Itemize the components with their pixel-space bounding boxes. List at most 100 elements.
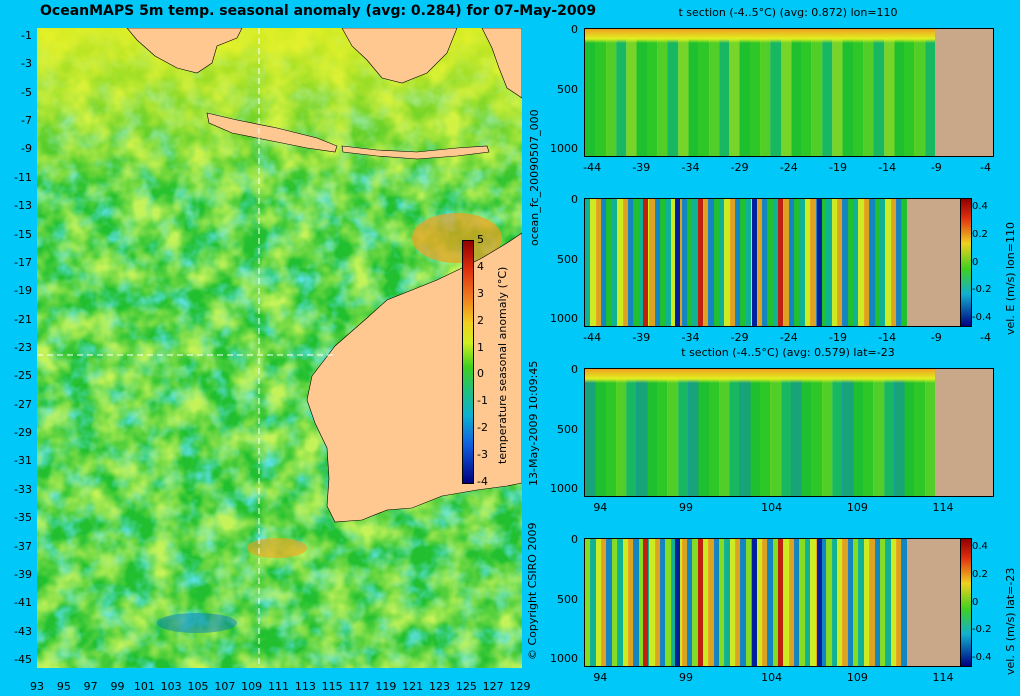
section-stripe (756, 199, 763, 326)
lon-tick-label: 109 (241, 680, 263, 693)
section-stripe (826, 199, 833, 326)
anomaly-map (37, 28, 522, 668)
lat-tick-label: -39 (14, 567, 32, 581)
colorbar-tick-label: -4 (477, 475, 488, 488)
section-x-tick-label: -44 (583, 331, 602, 344)
section-stripe (660, 199, 667, 326)
section-stripe (893, 29, 906, 156)
section-x-tick-label: -44 (583, 161, 602, 174)
lat-tick-label: -31 (14, 454, 32, 468)
section-stripe (895, 539, 903, 666)
section-stripe (820, 199, 828, 326)
section-stripe (801, 369, 813, 496)
depth-tick-label: 0 (571, 193, 578, 206)
section-x-tick-label: 104 (761, 671, 783, 684)
velocity-jet (675, 539, 681, 666)
section-stripe (590, 199, 597, 326)
section-stripe (853, 539, 860, 666)
section-stripe (636, 29, 648, 156)
section-stripe (708, 29, 720, 156)
section-stripe (638, 539, 645, 666)
lon-tick-label: 101 (133, 680, 155, 693)
lat-tick-label: -29 (14, 426, 32, 440)
section-stripe (756, 539, 763, 666)
colorbar-tick-label: 2 (477, 313, 484, 327)
section-stripe (879, 199, 887, 326)
section-stripe (595, 199, 603, 326)
section-stripe (601, 199, 608, 326)
section-stripe (794, 199, 801, 326)
colorbar-tick-label: 0 (477, 367, 484, 381)
depth-tick-label: 500 (557, 82, 578, 96)
section-x-tick-label: 109 (846, 501, 868, 514)
lon-tick-label: 121 (402, 680, 424, 693)
lat-tick-label: -5 (21, 85, 32, 99)
section-stripe (895, 199, 903, 326)
section-x-tick-label: -34 (681, 331, 700, 344)
lat-tick-label: -45 (14, 653, 32, 666)
section-stripe (883, 29, 895, 156)
section-stripe (904, 29, 916, 156)
section-stripe (649, 539, 656, 666)
section-stripe (767, 539, 774, 666)
section-stripe (718, 369, 731, 496)
section-stripe (646, 29, 659, 156)
lat-tick-label: -27 (14, 397, 32, 411)
section-stripe (665, 199, 672, 326)
depth-tick-label: 500 (557, 422, 578, 436)
velocity-jet (778, 539, 783, 666)
lon-tick-label: 103 (160, 680, 182, 693)
section-stripe (885, 539, 892, 666)
section-stripe (702, 539, 710, 666)
map-colorbar-label: temperature seasonal anomaly (°C) (496, 266, 509, 464)
section-stripe (595, 369, 607, 496)
timestamp-label: 13-May-2009 10:09:45 (527, 360, 540, 486)
section-stripe (585, 199, 592, 326)
velocity-colorbar-tick: -0.2 (972, 284, 992, 296)
lon-tick-label: 123 (429, 680, 450, 693)
section-stripe (901, 199, 908, 326)
section-stripe (698, 369, 710, 496)
section-stripe (617, 539, 624, 666)
section-land (906, 199, 960, 326)
section-plot (584, 538, 961, 667)
section-stripe (799, 539, 806, 666)
section-x-tick-label: 109 (846, 671, 868, 684)
lon-tick-label: 117 (348, 680, 370, 693)
section-stripe (874, 199, 881, 326)
section-x-tick-label: -19 (828, 331, 847, 344)
section-stripe (811, 29, 823, 156)
depth-tick-label: 500 (557, 592, 578, 606)
section-stripe (820, 539, 828, 666)
velocity-colorbar-label: vel. S (m/s) lat=-23 (1004, 567, 1017, 675)
section-stripe (657, 369, 669, 496)
section-stripe (719, 539, 726, 666)
section-stripe (869, 199, 876, 326)
section-stripe (611, 539, 619, 666)
section-stripe (686, 199, 694, 326)
section-stripe (885, 199, 892, 326)
section-stripe (660, 539, 667, 666)
section-stripe (633, 199, 640, 326)
section-stripe (801, 29, 813, 156)
section-stripe (799, 199, 806, 326)
section-stripe (842, 539, 849, 666)
section-stripe (627, 199, 635, 326)
section-stripe (749, 369, 761, 496)
lon-tick-label: 95 (56, 680, 71, 693)
depth-tick-label: 0 (571, 533, 578, 546)
section-stripe (677, 369, 689, 496)
velocity-jet (642, 199, 648, 326)
depth-tick-label: 1000 (550, 482, 578, 495)
section-stripe (677, 29, 689, 156)
copyright-label: © Copyright CSIRO 2009 (526, 522, 539, 660)
velocity-colorbar-tick: -0.2 (972, 624, 992, 636)
section-stripe (670, 539, 678, 666)
section-stripe (924, 29, 936, 156)
section-stripe (739, 29, 751, 156)
section-stripe (904, 369, 916, 496)
section-x-tick-label: 94 (593, 671, 608, 684)
land-lesser-sunda (341, 145, 490, 160)
section-x-tick-label: -29 (730, 161, 749, 174)
lon-tick-label: 105 (187, 680, 209, 693)
